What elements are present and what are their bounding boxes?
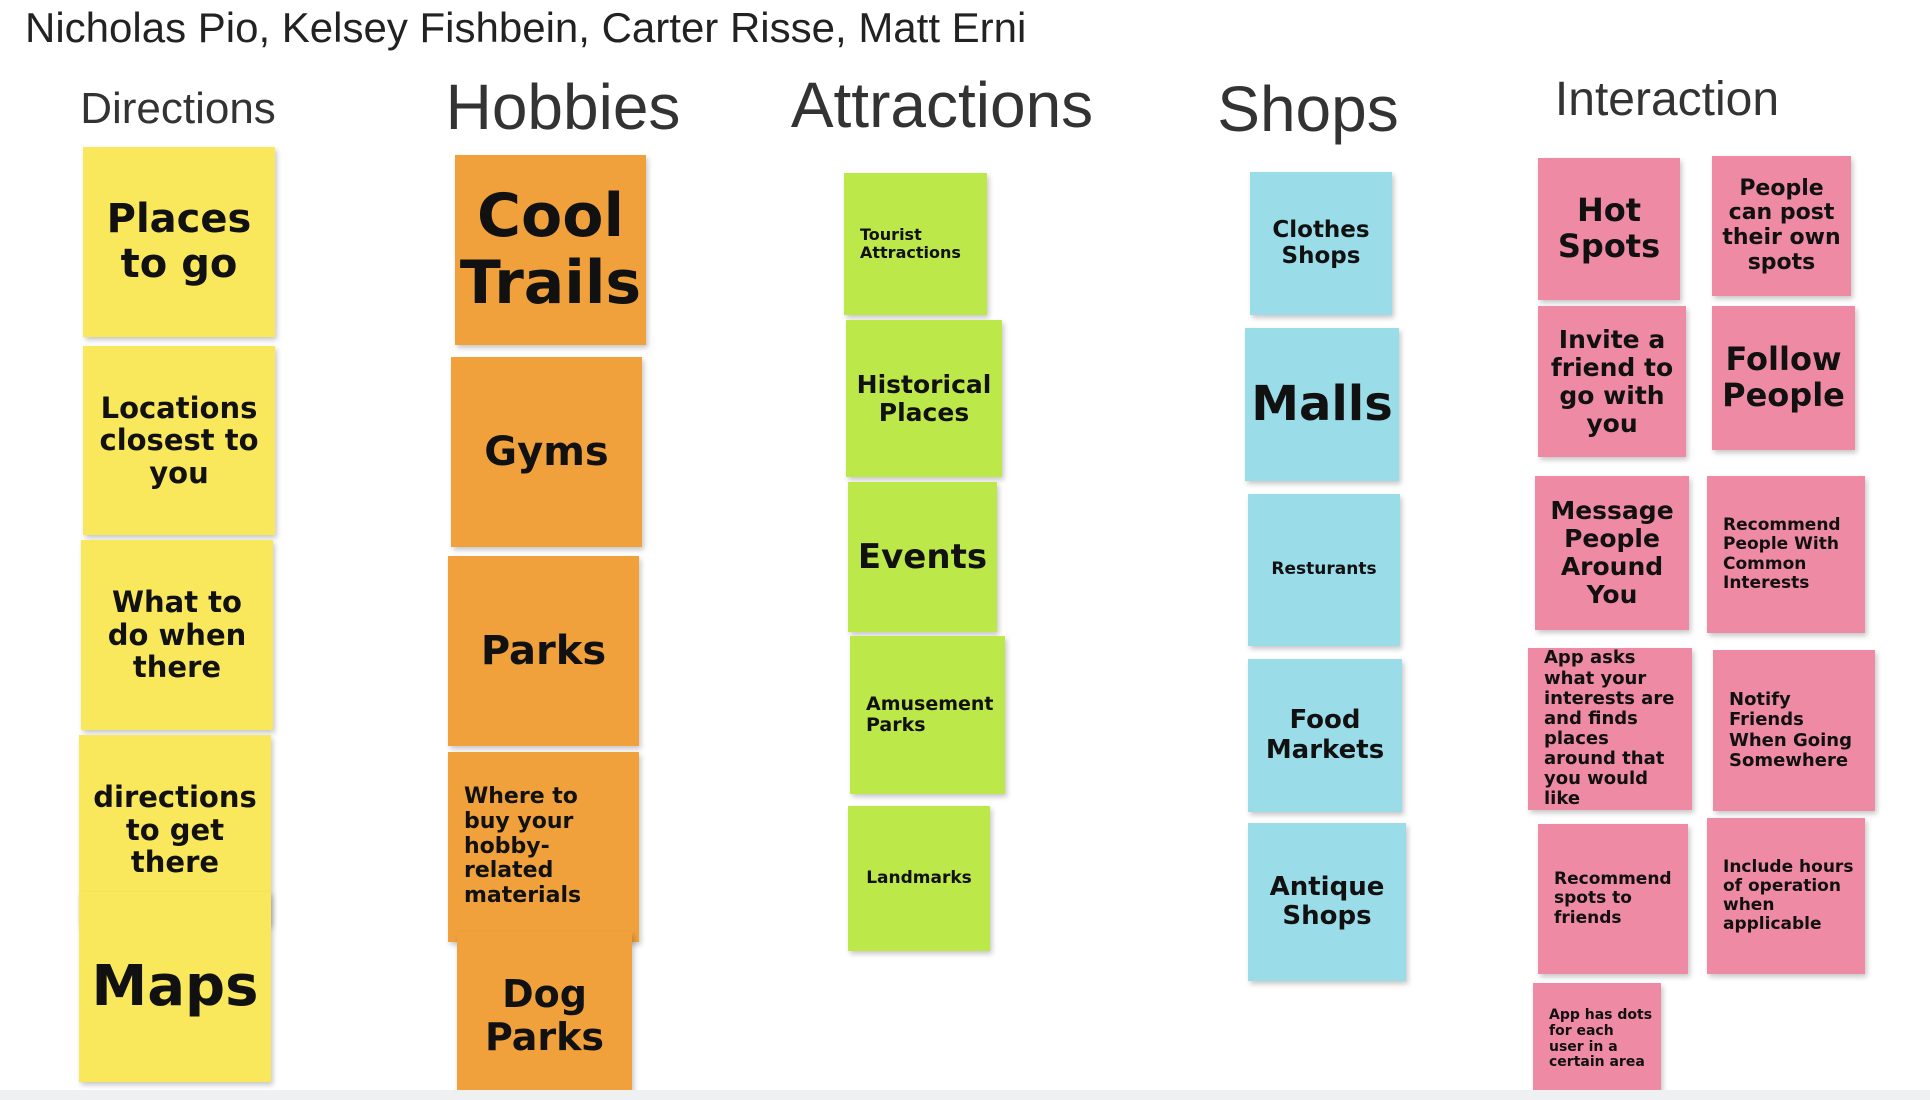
sticky-note-text: Message People Around You xyxy=(1550,496,1674,609)
sticky-note-text: Cool Trails xyxy=(459,180,642,318)
sticky-note-app-has-dots[interactable]: App has dots for each user in a certain … xyxy=(1533,983,1661,1096)
sticky-note-message-people[interactable]: Message People Around You xyxy=(1535,476,1689,630)
sticky-note-parks[interactable]: Parks xyxy=(448,556,639,746)
sticky-note-antique-shops[interactable]: Antique Shops xyxy=(1248,823,1406,981)
sticky-note-text: Antique Shops xyxy=(1269,871,1385,931)
sticky-note-clothes-shops[interactable]: Clothes Shops xyxy=(1250,172,1392,315)
column-title-attractions: Attractions xyxy=(790,69,1094,141)
sticky-note-dog-parks[interactable]: Dog Parks xyxy=(457,932,632,1100)
bottom-scroll-bar xyxy=(0,1090,1930,1100)
sticky-note-locations-closest[interactable]: Locations closest to you xyxy=(83,346,275,535)
sticky-note-text: Follow People xyxy=(1722,340,1845,414)
sticky-note-text: Recommend People With Common Interests xyxy=(1723,515,1841,593)
column-title-shops: Shops xyxy=(1217,73,1399,145)
sticky-note-text: Recommend spots to friends xyxy=(1554,869,1672,928)
sticky-note-text: directions to get there xyxy=(93,780,257,880)
sticky-note-include-hours[interactable]: Include hours of operation when applicab… xyxy=(1707,818,1865,974)
sticky-note-text: App asks what your interests are and fin… xyxy=(1544,648,1675,810)
sticky-note-text: Landmarks xyxy=(866,867,972,888)
sticky-note-follow-people[interactable]: Follow People xyxy=(1712,306,1855,450)
column-title-hobbies: Hobbies xyxy=(445,71,681,143)
sticky-note-text: Amusement Parks xyxy=(866,692,994,736)
sticky-note-text: Resturants xyxy=(1271,559,1377,580)
sticky-note-text: Clothes Shops xyxy=(1272,216,1370,269)
sticky-note-invite-a-friend[interactable]: Invite a friend to go with you xyxy=(1538,306,1686,457)
sticky-note-text: Tourist Attractions xyxy=(860,225,961,262)
sticky-note-recommend-people[interactable]: Recommend People With Common Interests xyxy=(1707,476,1865,633)
sticky-note-recommend-spots[interactable]: Recommend spots to friends xyxy=(1538,824,1688,974)
sticky-note-food-markets[interactable]: Food Markets xyxy=(1248,659,1402,812)
sticky-note-landmarks[interactable]: Landmarks xyxy=(848,806,990,951)
sticky-note-text: Historical Places xyxy=(856,369,992,427)
sticky-note-gyms[interactable]: Gyms xyxy=(451,357,642,547)
sticky-note-text: Dog Parks xyxy=(484,972,605,1059)
sticky-note-text: Gyms xyxy=(484,428,609,475)
sticky-note-text: People can post their own spots xyxy=(1722,175,1841,275)
sticky-note-tourist-attractions[interactable]: Tourist Attractions xyxy=(844,173,987,315)
column-title-interaction: Interaction xyxy=(1554,73,1780,126)
sticky-note-notify-friends[interactable]: Notify Friends When Going Somewhere xyxy=(1713,650,1875,811)
sticky-note-amusement-parks[interactable]: Amusement Parks xyxy=(850,636,1005,794)
column-title-directions: Directions xyxy=(80,84,276,133)
sticky-note-what-to-do[interactable]: What to do when there xyxy=(81,540,273,730)
sticky-note-text: Include hours of operation when applicab… xyxy=(1723,856,1854,935)
sticky-note-text: App has dots for each user in a certain … xyxy=(1549,1007,1653,1071)
sticky-note-text: Parks xyxy=(480,627,607,674)
authors-heading: Nicholas Pio, Kelsey Fishbein, Carter Ri… xyxy=(25,4,1027,51)
sticky-note-resturants[interactable]: Resturants xyxy=(1248,494,1400,646)
sticky-note-text: Hot Spots xyxy=(1557,191,1661,265)
sticky-note-places-to-go[interactable]: Places to go xyxy=(83,147,275,337)
sticky-note-text: What to do when there xyxy=(107,585,247,685)
sticky-note-hot-spots[interactable]: Hot Spots xyxy=(1538,158,1680,300)
sticky-note-text: Locations closest to you xyxy=(99,390,259,490)
sticky-note-maps[interactable]: Maps xyxy=(79,892,271,1082)
sticky-note-app-asks-interests[interactable]: App asks what your interests are and fin… xyxy=(1528,648,1692,810)
sticky-note-events[interactable]: Events xyxy=(848,482,997,632)
sticky-note-malls[interactable]: Malls xyxy=(1245,328,1399,481)
sticky-note-where-to-buy[interactable]: Where to buy your hobby-related material… xyxy=(448,752,639,942)
sticky-note-historical-places[interactable]: Historical Places xyxy=(846,320,1002,477)
sticky-note-text: Maps xyxy=(91,953,259,1019)
sticky-note-cool-trails[interactable]: Cool Trails xyxy=(455,155,646,345)
sticky-note-text: Invite a friend to go with you xyxy=(1550,324,1674,438)
sticky-note-text: Places to go xyxy=(106,196,252,287)
sticky-note-text: Events xyxy=(857,536,988,577)
sticky-note-text: Notify Friends When Going Somewhere xyxy=(1729,689,1852,771)
sticky-note-text: Food Markets xyxy=(1265,705,1385,765)
sticky-note-text: Where to buy your hobby-related material… xyxy=(464,784,582,908)
sticky-note-text: Malls xyxy=(1251,375,1393,432)
sticky-note-people-can-post[interactable]: People can post their own spots xyxy=(1712,156,1851,296)
